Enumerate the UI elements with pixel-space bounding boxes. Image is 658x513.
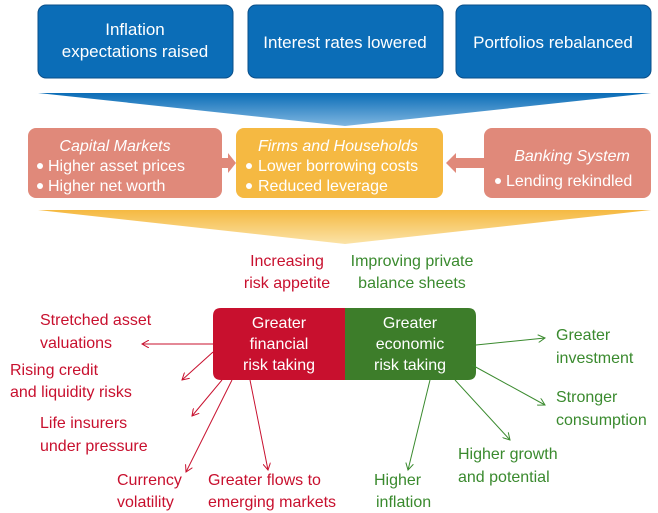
- box-title: Banking System: [514, 148, 630, 165]
- box-text: Portfolios rebalanced: [473, 33, 633, 52]
- box-text: risk taking: [243, 357, 315, 374]
- outcome: under pressure: [40, 438, 148, 455]
- outcome: volatility: [117, 494, 174, 511]
- outcome: emerging markets: [208, 494, 336, 511]
- item: Lower borrowing costs: [258, 158, 418, 175]
- arrow: [475, 338, 545, 346]
- bullet: [246, 163, 252, 169]
- box-text: economic: [376, 336, 444, 353]
- box: [247, 4, 444, 79]
- arrow: [186, 379, 233, 472]
- arrow: [471, 364, 545, 405]
- bullet: [246, 183, 252, 189]
- outcome: Currency: [117, 472, 182, 489]
- outcome: and liquidity risks: [10, 384, 132, 401]
- arrow: [222, 153, 236, 173]
- arrow: [249, 379, 268, 470]
- channel: Improving private: [351, 253, 474, 270]
- middle-row: Capital Markets Higher asset prices High…: [28, 128, 651, 198]
- outcome: Stretched asset: [40, 312, 152, 329]
- outcome: Greater flows to: [208, 472, 321, 489]
- economic-box: [345, 308, 476, 380]
- arrow: [446, 153, 484, 173]
- bullet: [37, 183, 43, 189]
- arrow: [182, 351, 214, 380]
- economic-outcomes: Greater investment Stronger consumption …: [374, 327, 647, 511]
- box: [484, 128, 651, 198]
- box-text: expectations raised: [62, 42, 208, 61]
- outcome: Higher growth: [458, 446, 558, 463]
- funnel: [38, 210, 651, 244]
- outcome: investment: [556, 350, 634, 367]
- funnel: [38, 93, 651, 126]
- outcome: Stronger: [556, 389, 618, 406]
- top-boxes: Inflation expectations raised Interest r…: [37, 4, 652, 79]
- item: Lending rekindled: [506, 173, 632, 190]
- arrow: [192, 379, 223, 416]
- box: [28, 128, 222, 198]
- item: Reduced leverage: [258, 178, 388, 195]
- box-text: financial: [250, 336, 309, 353]
- channel: balance sheets: [358, 275, 466, 292]
- box: [455, 4, 652, 79]
- bullet: [37, 163, 43, 169]
- item: Higher asset prices: [48, 158, 185, 175]
- outcome: valuations: [40, 335, 112, 352]
- arrow: [408, 379, 431, 470]
- channel: risk appetite: [244, 275, 330, 292]
- box-text: risk taking: [374, 357, 446, 374]
- center-box: Greater financial risk taking Greater ec…: [213, 308, 476, 380]
- box-title: Capital Markets: [59, 138, 170, 155]
- outcome: Higher: [374, 472, 422, 489]
- financial-outcomes: Stretched asset valuations Rising credit…: [10, 312, 336, 511]
- box: [37, 4, 234, 79]
- box-text: Interest rates lowered: [263, 33, 426, 52]
- financial-box: [213, 308, 345, 380]
- item: Higher net worth: [48, 178, 165, 195]
- outcome: and potential: [458, 469, 550, 486]
- outcome: inflation: [376, 494, 431, 511]
- outcome: consumption: [556, 412, 647, 429]
- channel: Increasing: [250, 253, 324, 270]
- box-text: Greater: [383, 315, 438, 332]
- arrows: [142, 338, 545, 472]
- box-title: Firms and Households: [258, 138, 418, 155]
- box-text: Inflation: [105, 20, 165, 39]
- outcome: Greater: [556, 327, 611, 344]
- outcome: Rising credit: [10, 362, 99, 379]
- arrow: [454, 379, 510, 440]
- bullet: [495, 178, 501, 184]
- box-text: Greater: [252, 315, 307, 332]
- outcome: Life insurers: [40, 415, 127, 432]
- box: [236, 128, 443, 198]
